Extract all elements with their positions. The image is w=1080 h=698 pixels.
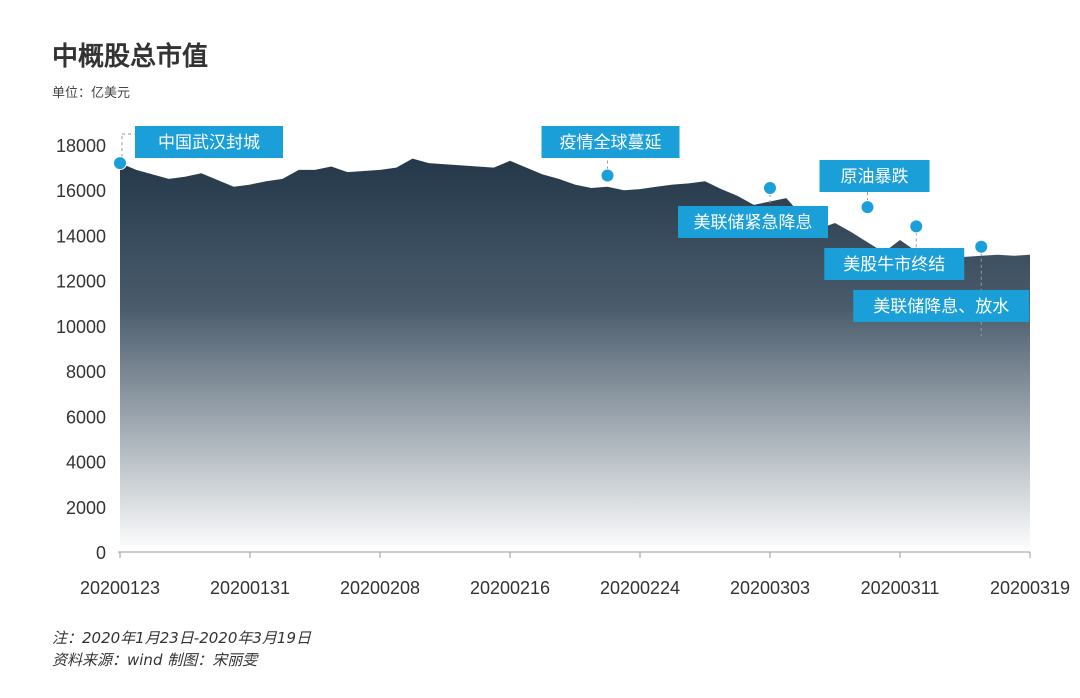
x-tick-label: 20200208 [340, 578, 420, 598]
annotation-box [824, 248, 965, 280]
y-tick-label: 14000 [56, 226, 106, 246]
annotation-label: 中国武汉封城 [158, 133, 260, 153]
x-tick-label: 20200319 [990, 578, 1070, 598]
x-tick-label: 20200311 [861, 578, 940, 598]
annotation: 疫情全球蔓延 [541, 126, 680, 183]
annotation: 中国武汉封城 [113, 126, 283, 171]
x-tick-label: 20200303 [730, 578, 810, 598]
y-tick-label: 6000 [66, 407, 106, 427]
annotation-box [678, 206, 828, 238]
x-tick-label: 20200131 [210, 578, 290, 598]
annotation-label: 美股牛市终结 [843, 255, 945, 275]
annotation-point [860, 200, 875, 215]
chart-note: 注：2020年1月23日-2020年3月19日 [52, 629, 312, 647]
annotation-box [819, 160, 930, 192]
y-tick-label: 18000 [56, 136, 106, 156]
chart-source: 资料来源：wind 制图：宋丽雯 [52, 651, 258, 669]
annotation-box [135, 126, 283, 158]
annotation: 美股牛市终结 [824, 219, 965, 280]
annotation-point [763, 180, 777, 195]
annotation: 美联储紧急降息 [678, 180, 828, 238]
annotation-label: 原油暴跌 [841, 167, 909, 187]
annotation-box [853, 290, 1030, 322]
annotation-label: 美联储紧急降息 [694, 213, 813, 233]
y-tick-label: 8000 [66, 362, 106, 382]
annotation-point [113, 156, 127, 171]
y-tick-label: 10000 [56, 317, 106, 337]
annotation: 原油暴跌 [819, 160, 930, 215]
x-tick-label: 20200123 [80, 578, 160, 598]
x-tick-label: 20200216 [470, 578, 550, 598]
annotation: 美联储降息、放水 [853, 239, 1030, 336]
y-tick-label: 2000 [66, 498, 106, 518]
series-area [120, 158, 1030, 552]
annotation-label: 疫情全球蔓延 [560, 133, 662, 153]
unit-label: 单位：亿美元 [52, 86, 131, 101]
annotation-point [909, 219, 924, 234]
y-tick-label: 4000 [66, 453, 106, 473]
y-tick-label: 12000 [56, 272, 106, 292]
chart-title: 中概股总市值 [52, 42, 209, 72]
annotation-point [974, 239, 989, 254]
x-tick-label: 20200224 [600, 578, 680, 598]
annotation-point [600, 168, 615, 183]
y-tick-label: 16000 [56, 181, 106, 201]
annotation-box [541, 126, 680, 158]
y-tick-label: 0 [96, 543, 106, 563]
annotation-label: 美联储降息、放水 [873, 297, 1009, 317]
